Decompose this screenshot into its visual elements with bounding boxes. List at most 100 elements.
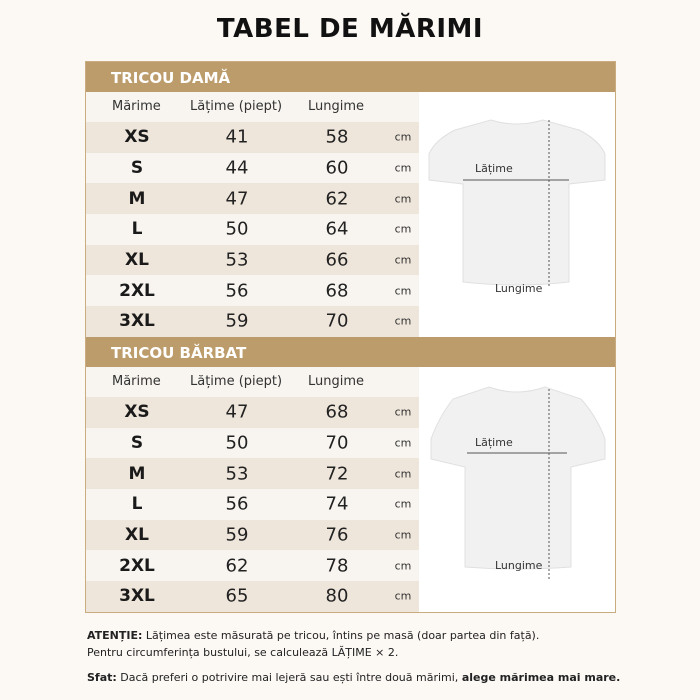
unit-cell: cm bbox=[394, 589, 412, 603]
length-cell: 72 bbox=[325, 463, 349, 485]
tshirt-shape bbox=[428, 119, 606, 286]
attention-text-2: Pentru circumferința bustului, se calcul… bbox=[87, 646, 399, 659]
col-width: Lățime (piept) bbox=[190, 99, 283, 114]
unit-cell: cm bbox=[394, 314, 412, 328]
width-cell: 56 bbox=[225, 280, 249, 302]
tip-text: Dacă preferi o potrivire mai lejeră sau … bbox=[116, 671, 462, 684]
size-cell: 3XL bbox=[119, 586, 155, 607]
unit-cell: cm bbox=[394, 559, 412, 573]
length-cell: 68 bbox=[325, 401, 349, 423]
length-cell: 60 bbox=[325, 157, 349, 179]
col-width: Lățime (piept) bbox=[190, 374, 283, 389]
width-cell: 65 bbox=[225, 585, 249, 607]
section-women: TRICOU DAMĂ Mărime Lățime (piept) Lungime XS… bbox=[86, 62, 615, 337]
table-row: 2XL 56 68 cm bbox=[86, 275, 419, 307]
section-title: TRICOU BĂRBAT bbox=[86, 337, 615, 367]
tshirt-diagram: Lățime Lungime bbox=[419, 367, 615, 612]
tshirt-shape bbox=[430, 386, 606, 570]
size-cell: M bbox=[128, 188, 146, 209]
table-row: L 56 74 cm bbox=[86, 489, 419, 520]
unit-cell: cm bbox=[394, 497, 412, 511]
width-cell: 56 bbox=[225, 493, 249, 515]
width-cell: 53 bbox=[225, 249, 249, 271]
length-cell: 70 bbox=[325, 310, 349, 332]
unit-cell: cm bbox=[394, 253, 412, 267]
size-cell: XS bbox=[124, 402, 150, 423]
length-label: Lungime bbox=[495, 282, 543, 295]
table-row: S 44 60 cm bbox=[86, 152, 419, 184]
width-cell: 41 bbox=[225, 126, 249, 148]
length-cell: 58 bbox=[325, 126, 349, 148]
length-cell: 68 bbox=[325, 280, 349, 302]
tshirt-icon bbox=[430, 386, 606, 579]
size-cell: M bbox=[128, 463, 146, 484]
length-cell: 64 bbox=[325, 218, 349, 240]
size-cell: 2XL bbox=[119, 555, 155, 576]
table-row: 2XL 62 78 cm bbox=[86, 550, 419, 582]
size-chart: TRICOU DAMĂ Mărime Lățime (piept) Lungime XS… bbox=[85, 61, 616, 613]
size-cell: L bbox=[131, 219, 143, 240]
table-row: XS 41 58 cm bbox=[86, 122, 419, 153]
col-size: Mărime bbox=[112, 374, 161, 389]
width-cell: 44 bbox=[225, 157, 249, 179]
col-length: Lungime bbox=[308, 99, 365, 114]
attention-label: ATENȚIE: bbox=[87, 629, 143, 642]
table-row: L 50 64 cm bbox=[86, 214, 419, 245]
unit-cell: cm bbox=[394, 284, 412, 298]
width-cell: 47 bbox=[225, 188, 249, 210]
col-length: Lungime bbox=[308, 374, 365, 389]
page-title: TABEL DE MĂRIMI bbox=[216, 14, 484, 44]
section-title: TRICOU DAMĂ bbox=[86, 62, 615, 92]
length-cell: 62 bbox=[325, 188, 349, 210]
length-cell: 74 bbox=[325, 493, 349, 515]
size-cell: XS bbox=[124, 127, 150, 148]
table-row: XL 53 66 cm bbox=[86, 244, 419, 276]
width-cell: 53 bbox=[225, 463, 249, 485]
unit-cell: cm bbox=[394, 130, 412, 144]
table-row: M 53 72 cm bbox=[86, 458, 419, 490]
size-cell: XL bbox=[125, 250, 149, 271]
width-label: Lățime bbox=[475, 162, 513, 175]
table-row: 3XL 65 80 cm bbox=[86, 581, 419, 612]
unit-cell: cm bbox=[394, 405, 412, 419]
column-headers: Mărime Lățime (piept) Lungime bbox=[86, 367, 419, 397]
notes: ATENȚIE: Lățimea este măsurată pe tricou… bbox=[87, 627, 620, 686]
table-row: S 50 70 cm bbox=[86, 427, 419, 459]
length-cell: 70 bbox=[325, 432, 349, 454]
length-cell: 76 bbox=[325, 524, 349, 546]
size-cell: S bbox=[130, 158, 144, 179]
size-cell: 2XL bbox=[119, 280, 155, 301]
unit-cell: cm bbox=[394, 192, 412, 206]
length-label: Lungime bbox=[495, 559, 543, 572]
column-headers: Mărime Lățime (piept) Lungime bbox=[86, 92, 419, 122]
unit-cell: cm bbox=[394, 222, 412, 236]
unit-cell: cm bbox=[394, 436, 412, 450]
length-cell: 80 bbox=[325, 585, 349, 607]
tip-label: Sfat: bbox=[87, 671, 117, 684]
tshirt-icon bbox=[428, 119, 606, 288]
size-cell: 3XL bbox=[119, 311, 155, 332]
table-row: XS 47 68 cm bbox=[86, 397, 419, 428]
col-size: Mărime bbox=[112, 99, 161, 114]
unit-cell: cm bbox=[394, 161, 412, 175]
unit-cell: cm bbox=[394, 528, 412, 542]
width-cell: 62 bbox=[225, 555, 249, 577]
size-cell: XL bbox=[125, 525, 149, 546]
tshirt-diagram: Lățime Lungime bbox=[419, 92, 615, 337]
attention-text: Lățimea este măsurată pe tricou, întins … bbox=[142, 629, 540, 642]
unit-cell: cm bbox=[394, 467, 412, 481]
table-row: 3XL 59 70 cm bbox=[86, 306, 419, 337]
tip-bold: alege mărimea mai mare. bbox=[461, 671, 621, 684]
table-row: M 47 62 cm bbox=[86, 183, 419, 215]
width-cell: 59 bbox=[225, 310, 249, 332]
section-men: TRICOU BĂRBAT Mărime Lățime (piept) Lungime… bbox=[86, 337, 615, 612]
size-cell: L bbox=[131, 494, 143, 515]
table-row: XL 59 76 cm bbox=[86, 519, 419, 551]
width-label: Lățime bbox=[475, 436, 513, 449]
width-cell: 50 bbox=[225, 218, 249, 240]
size-cell: S bbox=[130, 433, 144, 454]
width-cell: 47 bbox=[225, 401, 249, 423]
width-cell: 59 bbox=[225, 524, 249, 546]
width-cell: 50 bbox=[225, 432, 249, 454]
length-cell: 66 bbox=[325, 249, 349, 271]
